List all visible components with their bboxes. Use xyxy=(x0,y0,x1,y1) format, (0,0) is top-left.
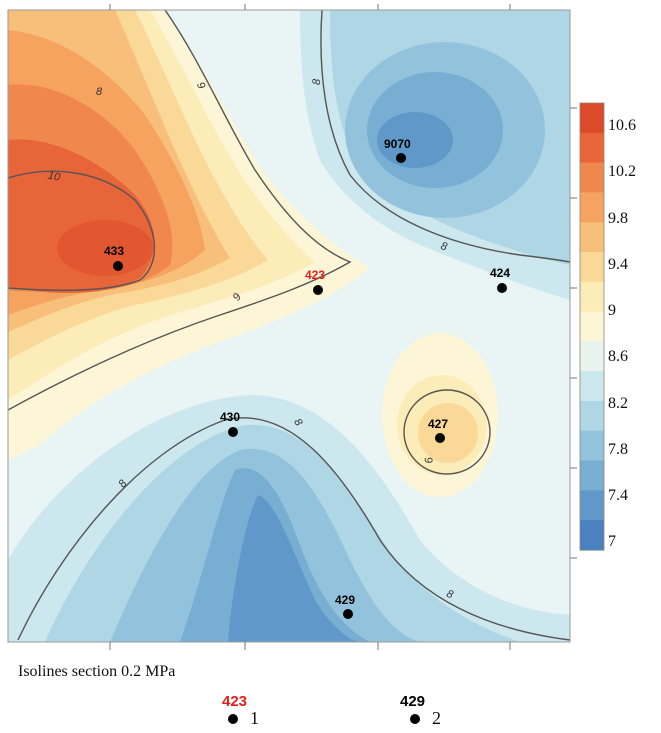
low-pressure-zone-south xyxy=(8,395,570,642)
color-scale-step xyxy=(580,520,604,551)
isoline-8-south xyxy=(17,417,570,641)
isoline-label: 8 xyxy=(96,86,103,98)
legend-number: 2 xyxy=(432,708,441,728)
isoline-9-east xyxy=(403,389,491,475)
legend-well-label: 423 xyxy=(222,693,248,710)
well-marker xyxy=(343,609,353,619)
legend-item: 423 1 xyxy=(222,693,259,729)
color-scale-step xyxy=(580,192,604,223)
well-marker xyxy=(396,153,406,163)
color-scale-step xyxy=(580,162,604,193)
scale-label: 7.4 xyxy=(608,487,628,504)
color-scale-step xyxy=(580,103,604,134)
isoline-label: 9 xyxy=(421,456,434,464)
low-pressure-zone-northeast xyxy=(300,10,570,300)
scale-label: 8.6 xyxy=(608,348,628,365)
scale-label: 10.2 xyxy=(608,163,636,180)
well-marker xyxy=(228,427,238,437)
scale-label: 8.2 xyxy=(608,395,628,412)
well-marker xyxy=(313,285,323,295)
color-scale-step xyxy=(580,460,604,491)
color-scale-bar xyxy=(579,102,605,551)
isoline-label: 9 xyxy=(231,291,244,303)
color-scale-step xyxy=(580,490,604,521)
scale-label: 9.8 xyxy=(608,210,628,227)
legend-number: 1 xyxy=(250,708,259,728)
scale-label: 7.8 xyxy=(608,441,628,458)
color-scale-step xyxy=(580,341,604,372)
isoline-label: 8 xyxy=(311,78,323,85)
well-label: 423 xyxy=(305,268,325,282)
high-pressure-zone-west xyxy=(8,10,370,460)
isolines xyxy=(8,10,570,641)
isoline-label: 8 xyxy=(439,240,449,253)
color-scale-step xyxy=(580,311,604,342)
well-label: 430 xyxy=(220,410,240,424)
color-scale-step xyxy=(580,281,604,313)
scale-label: 9.4 xyxy=(608,256,628,273)
scale-label: 10.6 xyxy=(608,117,636,134)
isoline-8-north xyxy=(320,10,570,263)
wells: 9070 433 423 424 430 427 429 xyxy=(104,137,510,619)
well-marker xyxy=(435,433,445,443)
well-marker xyxy=(113,261,123,271)
color-scale-step xyxy=(580,222,604,253)
well-label: 433 xyxy=(104,244,124,258)
isoline-label: 9 xyxy=(194,80,207,91)
legend-well-marker xyxy=(228,713,238,724)
color-scale-step xyxy=(580,430,604,462)
isoline-9-west xyxy=(8,10,352,411)
contour-map-area: 10 9 8 8 8 9 8 8 8 9 9070 433 423 424 43… xyxy=(8,10,570,642)
color-scale-step xyxy=(580,132,604,164)
map-caption: Isolines section 0.2 MPa xyxy=(18,663,176,680)
color-scale-border xyxy=(579,102,605,551)
scale-label: 7 xyxy=(608,533,616,550)
isoline-10 xyxy=(8,170,156,292)
well-label: 9070 xyxy=(384,137,411,151)
high-pressure-zone-east xyxy=(382,333,498,497)
color-scale-labels: 10.6 10.2 9.8 9.4 9 8.6 8.2 7.8 7.4 7 xyxy=(608,117,636,550)
isoline-label: 10 xyxy=(47,170,62,184)
legend-item: 429 2 xyxy=(400,693,441,729)
legend-well-marker xyxy=(410,713,420,724)
color-scale-step xyxy=(580,371,604,402)
scale-label: 9 xyxy=(608,302,616,319)
isoline-label: 8 xyxy=(445,588,456,602)
color-scale-step xyxy=(580,252,604,283)
color-scale-step xyxy=(580,401,604,432)
well-label: 424 xyxy=(490,266,510,280)
well-label: 429 xyxy=(335,593,355,607)
legend-well-label: 429 xyxy=(400,693,426,710)
well-marker xyxy=(497,283,507,293)
well-label: 427 xyxy=(428,417,448,431)
map-frame xyxy=(7,4,577,650)
